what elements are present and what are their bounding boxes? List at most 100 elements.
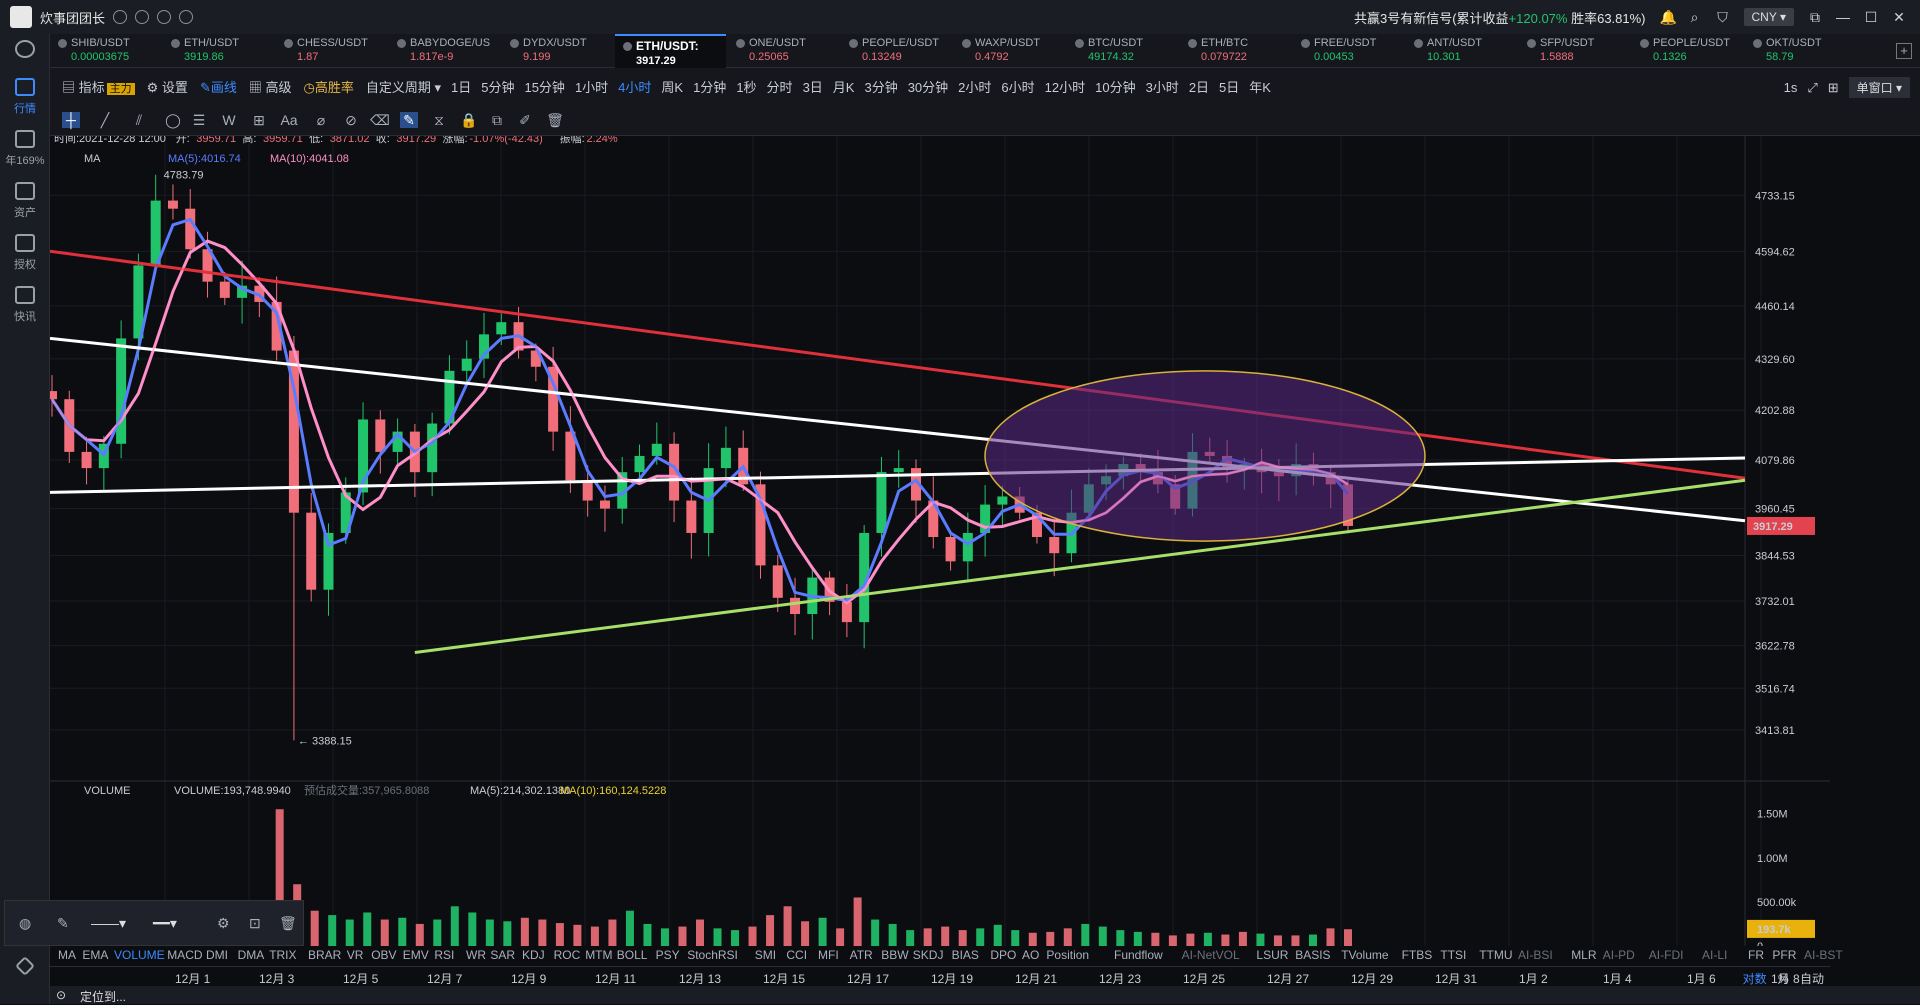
period-option[interactable]: 1分钟 — [693, 79, 727, 95]
log-scale-toggle[interactable]: 对数 — [1742, 972, 1767, 986]
sidebar-item-assets[interactable]: 资产 — [0, 182, 50, 220]
username[interactable]: 炊事团团长 — [40, 10, 106, 26]
indicator-option[interactable]: DPO — [990, 948, 1017, 962]
indicator-option[interactable]: BBW — [881, 948, 909, 962]
indicator-option[interactable]: AI-PD — [1602, 948, 1635, 962]
ticker-item[interactable]: BABYDOGE/US 1.817e-9 — [389, 34, 500, 68]
measure-tool-icon[interactable]: ⊞ — [253, 112, 265, 128]
price-chart[interactable]: 4783.79 ← 3388.15 4733.15 4594.62 4460.14 432… — [50, 136, 1830, 978]
search-icon[interactable]: ⌕ — [1690, 9, 1699, 25]
indicator-option[interactable]: TTSI — [1440, 948, 1467, 962]
sidebar-item-auth[interactable]: 授权 — [0, 234, 50, 272]
popout-icon[interactable]: ⧉ — [1810, 9, 1820, 25]
diamond-icon[interactable] — [0, 956, 50, 977]
eraser-icon[interactable]: ⌫ — [370, 112, 390, 128]
avatar[interactable] — [10, 6, 32, 28]
hourglass-icon[interactable]: ⧖ — [434, 112, 444, 128]
indicator-option[interactable]: CCI — [786, 948, 808, 962]
locate-input[interactable]: 定位到... — [80, 990, 127, 1004]
ticker-item[interactable]: SFP/USDT 1.5888 — [1519, 34, 1630, 68]
indicator-option[interactable]: EMA — [82, 948, 109, 962]
period-option[interactable]: 1日 — [451, 79, 472, 95]
indicator-option[interactable]: EMV — [402, 948, 429, 962]
indicator-option[interactable]: TVolume — [1341, 948, 1389, 962]
indicator-option[interactable]: PSY — [655, 948, 680, 962]
ellipse-tool-icon[interactable]: ◯ — [165, 112, 181, 128]
draw-button[interactable]: ✎画线 — [199, 79, 237, 95]
line-tool-icon[interactable]: ╱ — [100, 112, 110, 128]
period-option[interactable]: 5分钟 — [481, 79, 515, 95]
signal-notice[interactable]: 共赢3号有新信号(累计收益+120.07% 胜率63.81%) — [1353, 10, 1646, 26]
ticker-item[interactable]: PEOPLE/USDT 0.1326 — [1632, 34, 1743, 68]
ticker-item[interactable]: DYDX/USDT 9.199 — [502, 34, 613, 68]
settings-button[interactable]: ⚙ 设置 — [146, 79, 188, 95]
indicator-option[interactable]: FTBS — [1401, 948, 1433, 962]
ticker-item[interactable]: ETH/USDT: 3917.29 — [615, 34, 726, 68]
copy-icon[interactable]: ⧉ — [492, 112, 502, 128]
advanced-button[interactable]: ▦ 高级 — [248, 79, 292, 95]
indicator-option[interactable]: ROC — [553, 948, 581, 962]
sidebar-item-news[interactable]: 快讯 — [0, 286, 50, 324]
currency-select[interactable]: CNY ▾ — [1743, 8, 1794, 26]
pen-icon[interactable]: ✎ — [57, 915, 69, 931]
period-option[interactable]: 3日 — [802, 79, 823, 95]
indicator-option[interactable]: StochRSI — [687, 948, 738, 962]
period-option[interactable]: 4小时 — [618, 79, 652, 95]
indicator-option[interactable]: AI-LI — [1702, 948, 1728, 962]
hide-icon[interactable]: ⊘ — [345, 112, 357, 128]
ticker-item[interactable]: CHESS/USDT 1.87 — [276, 34, 387, 68]
trash-icon[interactable]: 🗑 — [546, 112, 564, 128]
ticker-item[interactable]: FREE/USDT 0.00453 — [1293, 34, 1404, 68]
period-option[interactable]: 5日 — [1219, 79, 1240, 95]
lock-icon[interactable]: ⊡ — [249, 915, 261, 931]
bell-icon[interactable]: 🔔 — [1659, 9, 1677, 25]
fib-tool-icon[interactable]: ☰ — [192, 112, 206, 128]
indicator-option[interactable]: PFR — [1772, 948, 1797, 962]
indicator-option[interactable]: AI-BST — [1804, 948, 1843, 962]
trash-icon[interactable]: 🗑 — [279, 915, 297, 931]
fullscreen-icon[interactable]: ⤢ — [1807, 79, 1818, 95]
indicator-option[interactable]: AI-BSI — [1518, 948, 1553, 962]
lock-icon[interactable]: 🔒 — [460, 112, 478, 128]
indicator-option[interactable]: SMI — [754, 948, 777, 962]
percent-toggle[interactable]: % — [1777, 972, 1789, 986]
ticker-item[interactable]: ONE/USDT 0.25065 — [728, 34, 839, 68]
ticker-item[interactable]: OKT/USDT 58.79 — [1745, 34, 1856, 68]
compass-icon[interactable] — [157, 10, 172, 24]
indicator-option[interactable]: MTM — [585, 948, 613, 962]
app-logo-icon[interactable] — [0, 40, 50, 62]
indicator-option[interactable]: SAR — [490, 948, 516, 962]
indicator-option[interactable]: MLR — [1571, 948, 1597, 962]
ticker-item[interactable]: WAXP/USDT 0.4792 — [954, 34, 1065, 68]
period-option[interactable]: 月K — [832, 79, 855, 95]
indicator-option[interactable]: AI-NetVOL — [1181, 948, 1240, 962]
period-option[interactable]: 2日 — [1188, 79, 1210, 95]
mute-icon[interactable] — [135, 10, 150, 24]
ticker-item[interactable]: ETH/BTC 0.079722 — [1180, 34, 1291, 68]
indicator-option[interactable]: AO — [1022, 948, 1040, 962]
period-option[interactable]: 15分钟 — [524, 79, 565, 95]
indicator-option[interactable]: MFI — [818, 948, 839, 962]
indicator-option[interactable]: BIAS — [951, 948, 979, 962]
ticker-item[interactable]: ANT/USDT 10.301 — [1406, 34, 1517, 68]
indicator-option[interactable]: BRAR — [308, 948, 342, 962]
ticker-item[interactable]: BTC/USDT 49174.32 — [1067, 34, 1178, 68]
maximize-icon[interactable]: ☐ — [1864, 9, 1878, 25]
settings-icon[interactable]: ⚙ — [217, 915, 230, 931]
text-tool-icon[interactable]: Aa — [280, 112, 298, 128]
period-option[interactable]: 30分钟 — [907, 79, 949, 95]
expand-icon[interactable]: ⊙ — [56, 988, 67, 1002]
indicator-option[interactable]: BOLL — [616, 948, 648, 962]
line-width-select[interactable]: ━━▾ — [153, 915, 177, 931]
indicator-option[interactable]: MA — [58, 948, 76, 962]
add-ticker-button[interactable]: + — [1896, 43, 1912, 59]
indicator-option[interactable]: AI-FDI — [1648, 948, 1684, 962]
period-option[interactable]: 1秒 — [736, 79, 757, 95]
close-icon[interactable]: ✕ — [1893, 9, 1905, 25]
indicator-option[interactable]: RSI — [434, 948, 455, 962]
indicator-option[interactable]: MACD — [167, 948, 203, 962]
magnet-icon[interactable]: ⌀ — [316, 112, 326, 128]
indicator-option[interactable]: Position — [1046, 948, 1090, 962]
ticker-item[interactable]: PEOPLE/USDT 0.13249 — [841, 34, 952, 68]
period-option[interactable]: 6小时 — [1001, 79, 1035, 95]
